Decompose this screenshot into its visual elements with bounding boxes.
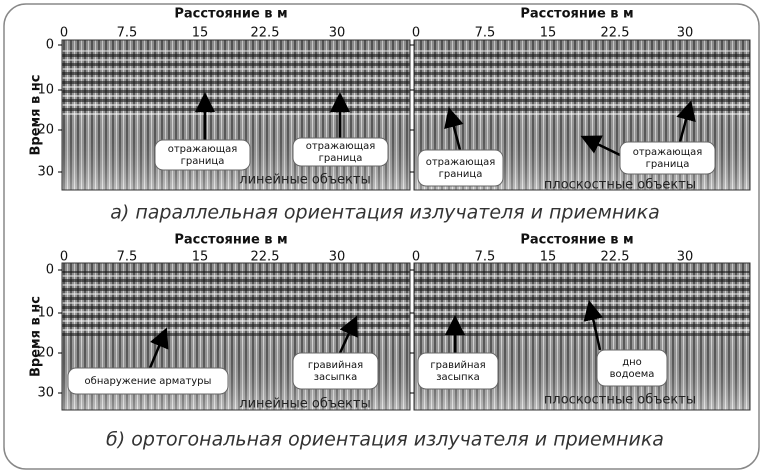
callout-box — [67, 367, 229, 395]
y-tick-label: 30 — [37, 165, 54, 180]
callout-text: гравийная — [430, 360, 485, 371]
y-tick-label: 30 — [37, 386, 54, 401]
y-tick-label: 0 — [46, 263, 54, 278]
y-tick-label: 10 — [37, 83, 54, 98]
callout-text: граница — [319, 153, 363, 164]
x-axis-title: Расстояние в м — [174, 7, 287, 22]
x-tick-label: 7.5 — [117, 250, 138, 265]
x-tick-label: 0 — [60, 250, 68, 265]
y-axis-title: Время в нс — [29, 296, 44, 377]
callout-box — [619, 141, 716, 175]
x-tick-label: 22.5 — [601, 26, 630, 41]
x-tick-label: 22.5 — [251, 250, 280, 265]
callout-arrow — [338, 315, 358, 354]
callout-text: засыпка — [436, 372, 480, 383]
y-axis-title: Время в нс — [29, 75, 44, 156]
y-tick-label: 20 — [37, 346, 54, 361]
panel-footer: плоскостные объекты — [544, 178, 696, 193]
y-tick-label: 10 — [37, 306, 54, 321]
callout-box — [292, 352, 379, 390]
y-tick-label: 20 — [37, 123, 54, 138]
callout-text: дно — [622, 357, 642, 368]
callout-text: водоема — [610, 369, 655, 380]
callout-text: граница — [646, 159, 690, 170]
x-tick-label: 7.5 — [475, 26, 496, 41]
x-tick-label: 30 — [329, 26, 346, 41]
callout-arrow — [676, 100, 696, 143]
x-tick-label: 0 — [412, 250, 420, 265]
x-tick-label: 22.5 — [251, 26, 280, 41]
x-axis-title: Расстояние в м — [174, 233, 287, 248]
x-tick-label: 7.5 — [475, 250, 496, 265]
x-tick-label: 0 — [412, 26, 420, 41]
callout-arrow — [444, 107, 464, 151]
callout-box — [417, 149, 504, 187]
panel-footer: плоскостные объекты — [544, 393, 696, 408]
x-tick-label: 22.5 — [601, 250, 630, 265]
panel-footer: линейные объекты — [239, 397, 370, 412]
x-tick-label: 15 — [540, 26, 557, 41]
x-tick-label: 7.5 — [117, 26, 138, 41]
callout-box — [154, 139, 251, 171]
callout-arrow — [580, 135, 621, 157]
callout-text: засыпка — [314, 372, 358, 383]
y-tick-label: 0 — [46, 38, 54, 53]
x-tick-label: 0 — [60, 26, 68, 41]
callout-text: обнаружение арматуры — [85, 376, 212, 387]
callout-arrow — [148, 327, 169, 369]
x-axis-title: Расстояние в м — [520, 233, 633, 248]
x-tick-label: 30 — [677, 250, 694, 265]
panel-footer: линейные объекты — [239, 173, 370, 188]
x-tick-label: 30 — [677, 26, 694, 41]
callout-box — [417, 352, 499, 390]
callout-text: отражающая — [633, 147, 703, 158]
x-tick-label: 15 — [192, 250, 209, 265]
x-axis-title: Расстояние в м — [520, 7, 633, 22]
callout-text: граница — [439, 169, 483, 180]
callout-text: отражающая — [306, 141, 376, 152]
callout-text: граница — [181, 156, 225, 167]
x-tick-label: 15 — [192, 26, 209, 41]
callout-arrow — [583, 300, 604, 351]
callout-text: отражающая — [168, 144, 238, 155]
callout-box — [292, 137, 389, 167]
callout-box — [596, 349, 668, 387]
x-tick-label: 30 — [329, 250, 346, 265]
callout-text: гравийная — [308, 360, 363, 371]
x-tick-label: 15 — [540, 250, 557, 265]
callout-text: отражающая — [426, 157, 496, 168]
caption: а) параллельная ориентация излучателя и … — [110, 202, 660, 224]
caption: б) ортогональная ориентация излучателя и… — [106, 429, 664, 451]
